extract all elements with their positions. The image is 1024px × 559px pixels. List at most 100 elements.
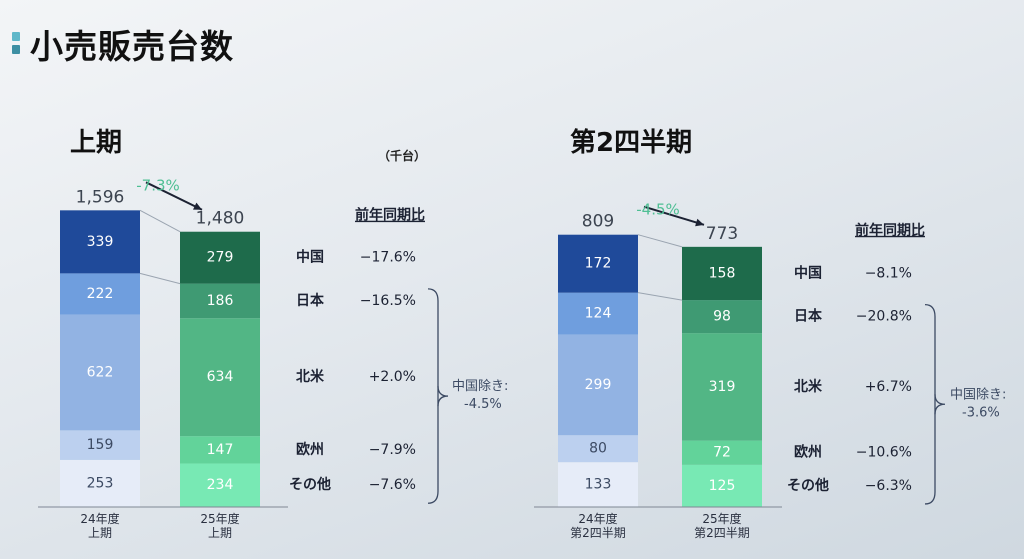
connector-top-q2 — [637, 234, 683, 248]
bar-q2-1-other — [682, 464, 762, 507]
connector-china-q2 — [637, 292, 683, 301]
region-label-h1-japan: 日本 — [296, 292, 325, 309]
bar-h1-1-europe — [180, 436, 260, 464]
bar-h1-1-china — [180, 231, 260, 284]
region-label-h1-china: 中国 — [296, 249, 324, 266]
bar-label-q2-1-europe: 72 — [713, 445, 731, 461]
total-label-h1-0: 1,596 — [76, 187, 125, 207]
yoy-value-q2-other: −6.3% — [865, 478, 912, 494]
change-arrow-q2 — [643, 205, 705, 226]
bar-q2-1-japan — [682, 300, 762, 334]
bar-h1-0-japan — [60, 273, 140, 315]
brace-tip-q2 — [934, 394, 946, 415]
yoy-value-h1-japan: −16.5% — [360, 293, 416, 309]
bar-label-q2-1-japan: 98 — [713, 309, 731, 325]
panel-title-h1: 上期 — [70, 128, 123, 158]
bar-label-h1-0-north-america: 622 — [87, 365, 114, 381]
unit-label: （千台） — [378, 149, 427, 163]
x-label-q2-0-0: 24年度 — [578, 511, 617, 526]
bar-h1-1-north-america — [180, 318, 260, 437]
x-label-h1-1-1: 上期 — [208, 526, 232, 540]
x-label-h1-0-0: 24年度 — [80, 511, 119, 526]
excl-china-label-h1: 中国除き: — [452, 379, 508, 394]
total-label-q2-0: 809 — [582, 212, 614, 232]
yoy-header-h1: 前年同期比 — [355, 207, 425, 224]
bar-label-h1-1-japan: 186 — [207, 293, 234, 309]
total-label-h1-1: 1,480 — [196, 209, 245, 229]
excl-china-value-q2: -3.6% — [962, 405, 1000, 420]
change-arrow-h1 — [145, 181, 203, 211]
yoy-value-q2-china: −8.1% — [865, 265, 912, 281]
bar-label-h1-1-europe: 147 — [207, 442, 234, 458]
brace-h1 — [427, 288, 439, 504]
bar-label-q2-0-china: 172 — [585, 256, 612, 272]
bar-label-h1-0-china: 339 — [87, 234, 114, 250]
yoy-value-h1-other: −7.6% — [369, 477, 416, 493]
total-label-q2-1: 773 — [706, 224, 738, 244]
region-label-q2-other: その他 — [787, 477, 829, 494]
bar-q2-0-north-america — [558, 334, 638, 436]
bar-q2-0-china — [558, 234, 638, 293]
brace-tip-h1 — [437, 386, 449, 407]
x-label-q2-1-1: 第2四半期 — [694, 526, 750, 540]
bar-label-h1-1-china: 279 — [207, 250, 234, 266]
yoy-value-h1-europe: −7.9% — [369, 442, 416, 458]
change-arrow-head-h1 — [193, 202, 202, 210]
bar-h1-0-other — [60, 459, 140, 507]
x-label-h1-0-1: 上期 — [88, 526, 112, 540]
bar-q2-0-europe — [558, 435, 638, 463]
bar-label-q2-1-china: 158 — [709, 265, 736, 281]
region-label-h1-north-america: 北米 — [296, 368, 325, 385]
yoy-value-q2-north-america: +6.7% — [865, 379, 912, 395]
bar-label-q2-0-europe: 80 — [589, 441, 607, 457]
bar-label-h1-1-north-america: 634 — [207, 369, 234, 385]
bar-label-q2-1-north-america: 319 — [709, 379, 736, 395]
accent-square-top — [12, 32, 20, 41]
x-label-h1-1-0: 25年度 — [200, 511, 239, 526]
x-label-q2-0-1: 第2四半期 — [570, 526, 626, 540]
bar-h1-0-north-america — [60, 314, 140, 431]
bar-label-h1-1-other: 234 — [207, 477, 234, 493]
yoy-value-q2-japan: −20.8% — [856, 309, 912, 325]
yoy-value-q2-europe: −10.6% — [856, 445, 912, 461]
connector-top-h1 — [139, 209, 181, 233]
bar-label-q2-0-japan: 124 — [585, 306, 612, 322]
region-label-q2-china: 中国 — [794, 264, 822, 281]
bar-h1-0-china — [60, 210, 140, 274]
change-arrow-head-q2 — [695, 218, 704, 227]
title-accent-bar — [12, 32, 20, 54]
bar-h1-1-japan — [180, 283, 260, 319]
bar-h1-1-other — [180, 463, 260, 507]
bar-q2-1-europe — [682, 440, 762, 465]
bar-label-q2-1-other: 125 — [709, 478, 736, 494]
brace-q2 — [924, 303, 936, 505]
bar-q2-1-north-america — [682, 333, 762, 441]
bar-q2-0-other — [558, 462, 638, 507]
yoy-value-h1-china: −17.6% — [360, 250, 416, 266]
bar-label-h1-0-europe: 159 — [87, 437, 114, 453]
region-label-h1-other: その他 — [289, 476, 331, 493]
region-label-h1-europe: 欧州 — [296, 441, 324, 458]
bar-label-q2-0-north-america: 299 — [585, 377, 612, 393]
excl-china-value-h1: -4.5% — [464, 397, 502, 412]
bar-label-q2-0-other: 133 — [585, 477, 612, 493]
change-label-q2: -4.5% — [636, 201, 680, 219]
yoy-header-q2: 前年同期比 — [855, 222, 925, 239]
yoy-value-h1-north-america: +2.0% — [369, 369, 416, 385]
accent-square-bottom — [12, 45, 20, 54]
bar-q2-0-japan — [558, 292, 638, 335]
change-label-h1: -7.3% — [136, 176, 180, 194]
bar-label-h1-0-other: 253 — [87, 475, 114, 491]
page-title: 小売販売台数 — [30, 27, 234, 66]
region-label-q2-japan: 日本 — [794, 308, 823, 325]
bar-q2-1-china — [682, 246, 762, 301]
bar-label-h1-0-japan: 222 — [87, 286, 114, 302]
connector-china-h1 — [139, 272, 181, 285]
bar-h1-0-europe — [60, 430, 140, 460]
panel-title-q2: 第2四半期 — [570, 128, 693, 158]
region-label-q2-europe: 欧州 — [794, 444, 822, 461]
excl-china-label-q2: 中国除き: — [950, 387, 1006, 402]
region-label-q2-north-america: 北米 — [794, 378, 823, 395]
x-label-q2-1-0: 25年度 — [702, 511, 741, 526]
